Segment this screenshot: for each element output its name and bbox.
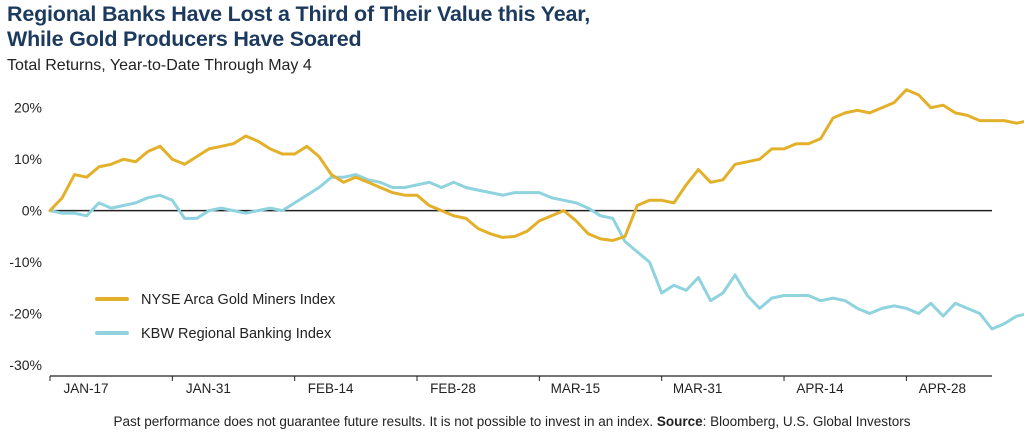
chart-series [48,88,1024,331]
series-line-regional-banking [48,173,1024,331]
x-tick-label: JAN-17 [63,381,108,396]
y-tick-label: -10% [9,254,42,270]
legend-label-gold-miners: NYSE Arca Gold Miners Index [141,292,336,308]
y-tick-label: 20% [14,100,42,116]
chart-title-line-2: While Gold Producers Have Soared [7,27,362,51]
x-tick-label: APR-28 [919,381,966,396]
footer-note: Past performance does not guarantee futu… [0,414,1024,429]
legend-label-regional-banking: KBW Regional Banking Index [141,326,332,342]
chart-subtitle: Total Returns, Year-to-Date Through May … [7,57,312,74]
x-tick-label: MAR-31 [673,381,723,396]
chart-axes: -30% -20% -10% 0% 10% 20% JAN-17 JAN-31 FEB-14 FE… [9,100,992,396]
y-tick-label: 0% [22,203,42,219]
x-tick-label: APR-14 [796,381,844,396]
footer-source-text: : Bloomberg, U.S. Global Investors [702,414,911,429]
x-tick-label: JAN-31 [186,381,231,396]
y-tick-label: 10% [14,151,42,167]
chart-title: Regional Banks Have Lost a Third of Thei… [7,2,590,52]
y-tick-label: -20% [9,306,42,322]
footer-disclaimer: Past performance does not guarantee futu… [113,414,654,429]
chart-legend: NYSE Arca Gold Miners Index KBW Regional … [95,292,336,342]
series-line-gold-miners [48,88,1024,242]
x-tick-label: MAR-15 [551,381,601,396]
x-tick-label: FEB-28 [430,381,476,396]
chart-title-line-1: Regional Banks Have Lost a Third of Thei… [7,2,591,26]
footer-source-label: Source [656,414,703,429]
y-tick-label: -30% [9,357,42,373]
x-tick-label: FEB-14 [308,381,354,396]
